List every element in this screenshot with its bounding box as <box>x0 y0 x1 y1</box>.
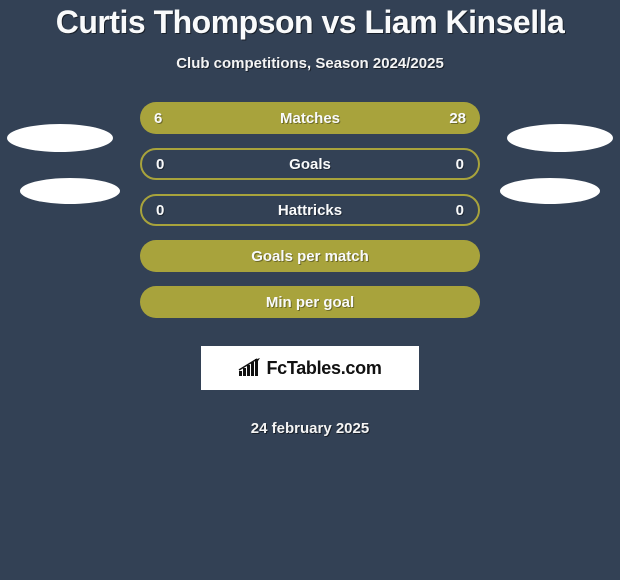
generated-date: 24 february 2025 <box>251 420 369 437</box>
stat-rows: 6 Matches 28 0 Goals 0 0 Hattricks 0 Goa… <box>0 102 620 437</box>
stat-row-goals-per-match: Goals per match <box>140 240 480 272</box>
stat-right-value: 28 <box>449 110 466 127</box>
stat-right-value: 0 <box>456 156 464 173</box>
stat-label: Matches <box>280 110 340 127</box>
page-subtitle: Club competitions, Season 2024/2025 <box>176 55 444 72</box>
stat-left-value: 0 <box>156 156 164 173</box>
stat-row-hattricks: 0 Hattricks 0 <box>140 194 480 226</box>
stat-row-min-per-goal: Min per goal <box>140 286 480 318</box>
stat-label: Goals <box>289 156 331 173</box>
stat-label: Goals per match <box>251 248 369 265</box>
stat-left-value: 0 <box>156 202 164 219</box>
stat-label: Min per goal <box>266 294 354 311</box>
source-logo: FcTables.com <box>201 346 419 390</box>
logo-text: FcTables.com <box>266 358 381 379</box>
comparison-card: Curtis Thompson vs Liam Kinsella Club co… <box>0 0 620 437</box>
logo-content: FcTables.com <box>238 358 381 379</box>
stat-left-value: 6 <box>154 110 162 127</box>
stat-row-matches: 6 Matches 28 <box>140 102 480 134</box>
bar-chart-icon <box>238 358 262 378</box>
stat-label: Hattricks <box>278 202 342 219</box>
stat-row-goals: 0 Goals 0 <box>140 148 480 180</box>
stat-right-value: 0 <box>456 202 464 219</box>
page-title: Curtis Thompson vs Liam Kinsella <box>56 4 565 41</box>
